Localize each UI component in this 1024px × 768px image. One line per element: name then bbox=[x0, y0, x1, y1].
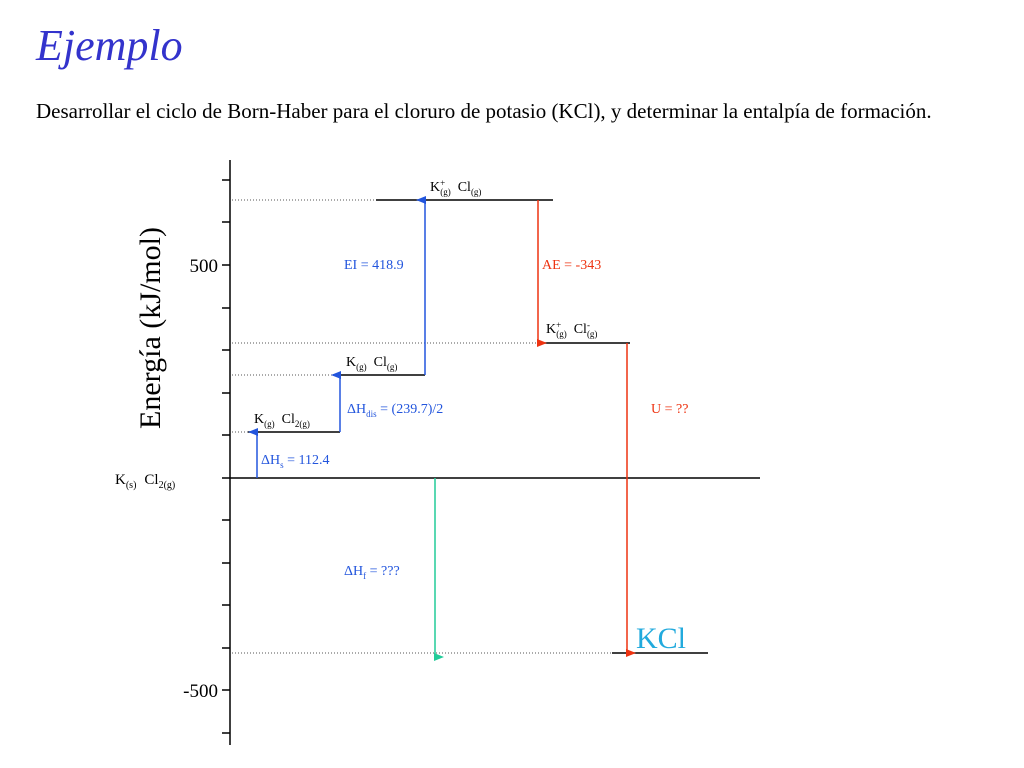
label-ionization: EI = 418.9 bbox=[344, 258, 404, 273]
problem-statement: Desarrollar el ciclo de Born-Haber para … bbox=[36, 99, 932, 123]
tick-label-500: 500 bbox=[190, 256, 219, 277]
step-arrows bbox=[248, 196, 636, 661]
label-lattice-energy: U = ?? bbox=[651, 402, 688, 417]
label-level-1: K(g) Cl2(g) bbox=[254, 412, 310, 429]
label-electron-affinity: AE = -343 bbox=[542, 258, 601, 273]
label-product-kcl: KCl bbox=[636, 622, 686, 655]
label-dissociation: ΔHdis = (239.7)/2 bbox=[347, 402, 443, 419]
axis-label: Energía (kJ/mol) bbox=[134, 227, 167, 429]
slide-title: Ejemplo bbox=[36, 21, 183, 70]
label-level-4: K+ (g) Cl-(g) bbox=[546, 320, 597, 339]
step-labels: ΔHs = 112.4 ΔHdis = (239.7)/2 EI = 418.9… bbox=[261, 258, 688, 581]
axis-ticks bbox=[222, 179, 230, 734]
label-formation: ΔHf = ??? bbox=[344, 564, 400, 581]
energy-axis: 500 -500 Energía (kJ/mol) bbox=[134, 160, 231, 745]
label-level-2: K(g) Cl(g) bbox=[346, 355, 397, 372]
species-labels: K(s) Cl2(g) K(g) Cl2(g) K(g) Cl(g) K+ (g) Cl(… bbox=[115, 178, 686, 655]
label-sublimation: ΔHs = 112.4 bbox=[261, 453, 330, 470]
dotted-guides bbox=[232, 199, 612, 654]
label-reference: K(s) Cl2(g) bbox=[115, 472, 175, 491]
tick-label-minus-500: -500 bbox=[183, 681, 218, 702]
label-level-3: K+ (g) Cl(g) bbox=[430, 178, 481, 197]
